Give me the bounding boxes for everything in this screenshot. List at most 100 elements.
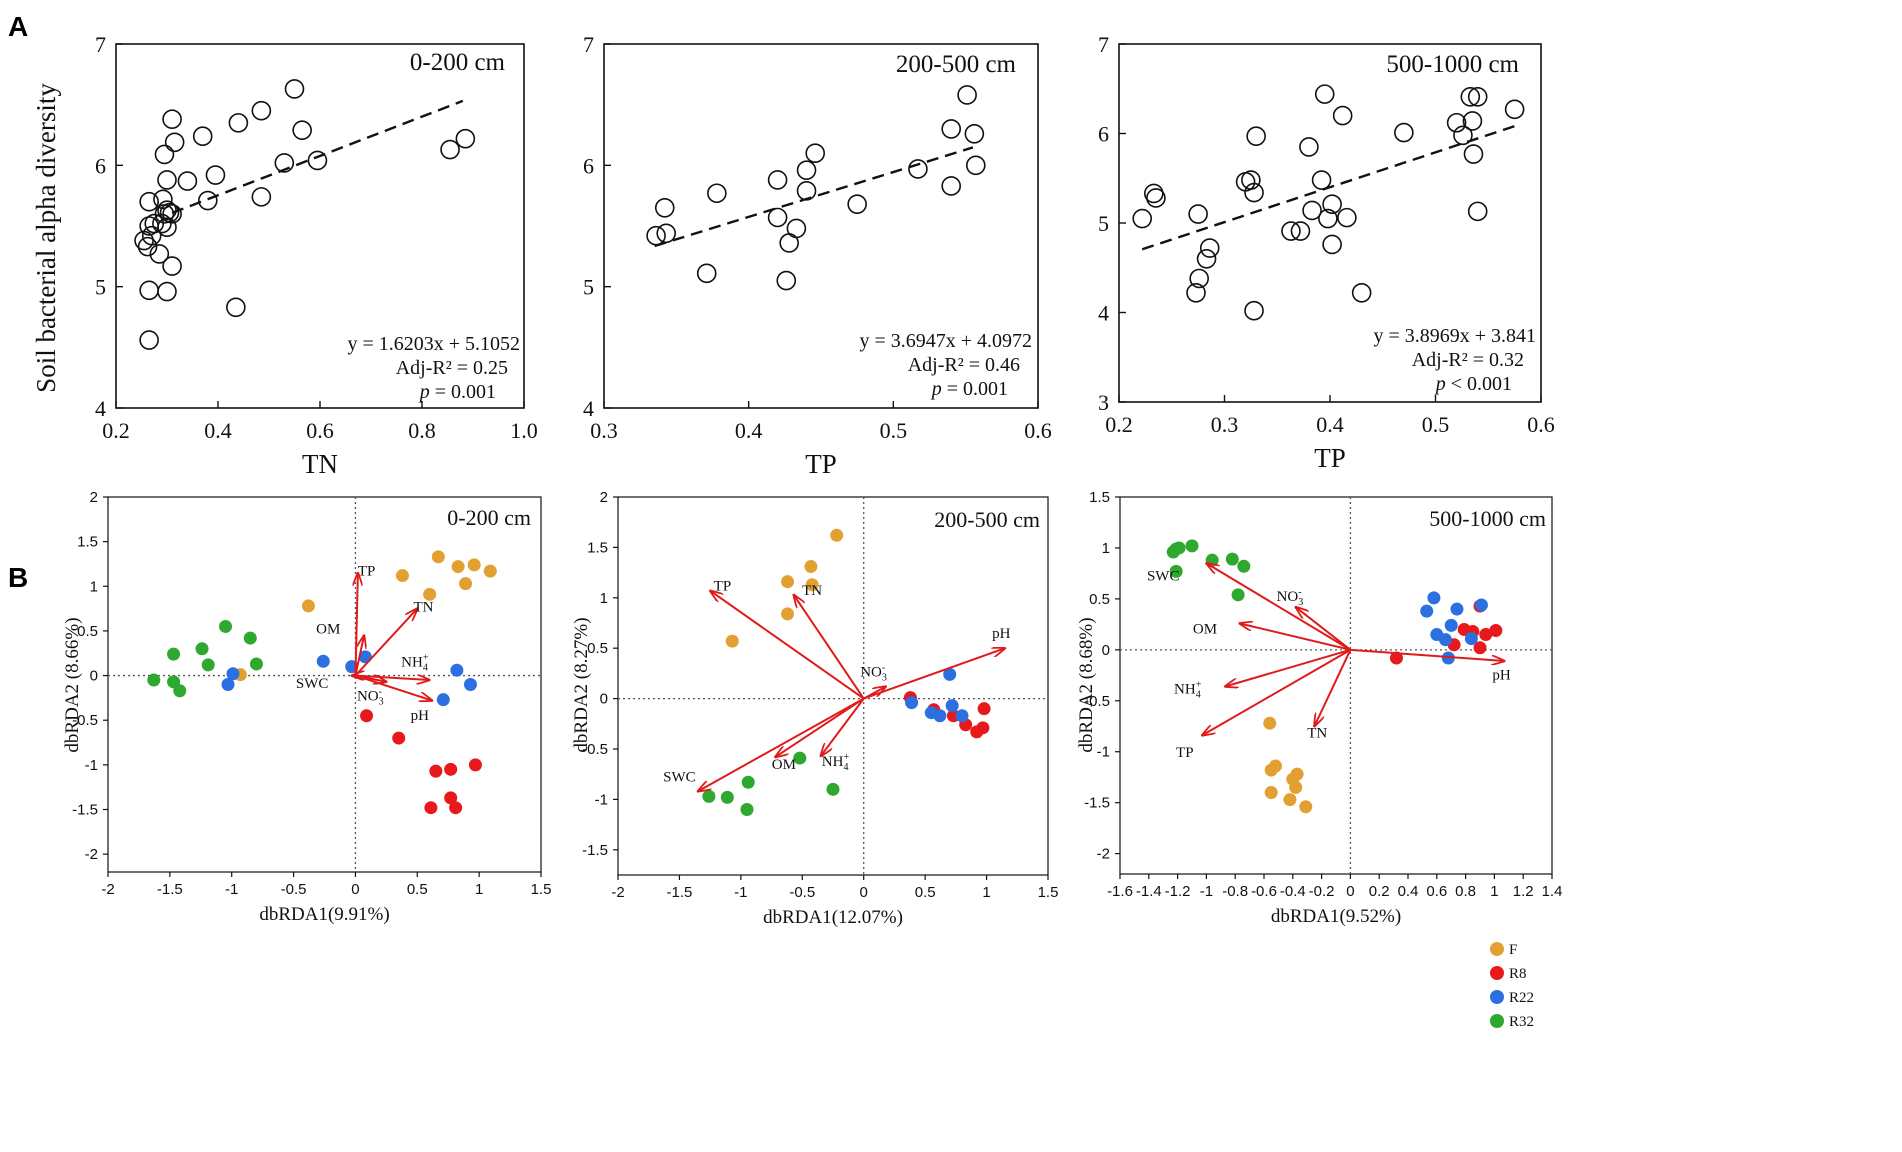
x-axis-label: TP (805, 449, 837, 479)
data-point (1463, 144, 1484, 164)
p-value-label: p < 0.001 (1434, 373, 1512, 395)
data-point (226, 297, 246, 318)
data-point-r32 (1169, 564, 1183, 578)
data-point-f (804, 560, 818, 574)
vector-arrow-swc (698, 697, 865, 792)
data-point-r32 (793, 751, 807, 765)
legend-label-r22: R22 (1509, 990, 1534, 1006)
plot-frame (107, 496, 542, 873)
data-point-r32 (1172, 541, 1186, 555)
data-point-f (1290, 767, 1304, 781)
x-tick-label: 0.8 (1455, 883, 1476, 900)
data-point-r22 (1420, 604, 1434, 618)
data-point-r8 (977, 702, 991, 716)
y-tick-label: 1 (1102, 540, 1110, 557)
data-point-r22 (1444, 618, 1458, 632)
data-point-r22 (463, 678, 477, 691)
data-point (1351, 283, 1372, 303)
data-point (1189, 268, 1209, 289)
x-tick-label: -0.2 (1309, 883, 1335, 900)
data-point (307, 150, 328, 171)
data-point (1196, 248, 1217, 269)
y-tick-label: 6 (1098, 122, 1109, 147)
y-axis-label: dbRDA2 (8.27%) (571, 617, 592, 752)
y-tick-label: 2 (600, 489, 608, 506)
data-point (796, 181, 817, 201)
data-point (162, 256, 182, 276)
y-tick-label: -0.5 (72, 712, 98, 729)
x-tick-label: -1 (225, 881, 238, 898)
x-tick-label: -1.5 (157, 881, 183, 898)
data-point (205, 165, 226, 185)
data-point-r32 (167, 647, 181, 661)
data-point (1460, 87, 1481, 107)
data-point (696, 263, 717, 284)
data-point-r32 (173, 684, 187, 698)
data-point-r8 (449, 801, 463, 815)
y-tick-label: 0.5 (1089, 591, 1110, 608)
data-point (149, 244, 170, 264)
y-tick-label: 1 (600, 590, 608, 607)
data-point-r22 (436, 693, 450, 707)
y-axis-label: dbRDA2 (8.66%) (62, 617, 83, 752)
data-point (154, 144, 175, 165)
vector-label-swc: SWC (663, 769, 696, 785)
data-point-f (725, 634, 739, 648)
x-tick-label: 0 (860, 884, 868, 901)
data-point-f (1264, 785, 1278, 799)
vector-label-no: NO3- (357, 687, 384, 708)
y-tick-label: 0.5 (587, 640, 608, 657)
x-axis-label: dbRDA1(12.07%) (763, 907, 903, 928)
data-point (805, 143, 826, 163)
data-point-r8 (976, 721, 990, 735)
y-tick-label: 0 (90, 668, 98, 685)
vector-label-swc: SWC (296, 676, 329, 692)
data-point-r8 (424, 801, 438, 815)
data-point (767, 207, 788, 228)
x-tick-label: 0.6 (306, 418, 334, 443)
x-tick-label: -1 (734, 884, 747, 901)
x-tick-label: 1 (475, 881, 483, 898)
y-tick-label: 5 (583, 275, 594, 300)
x-tick-label: -0.6 (1251, 883, 1277, 900)
data-point-r22 (1438, 633, 1452, 647)
data-point (1337, 207, 1357, 228)
data-point (157, 170, 177, 190)
data-point-f (301, 599, 315, 613)
panel-label-b: B (8, 562, 28, 593)
y-tick-label: 2 (90, 489, 98, 506)
data-point (177, 171, 198, 191)
data-point (139, 191, 159, 212)
data-point (1199, 238, 1220, 258)
x-tick-label: -0.4 (1280, 883, 1306, 900)
y-tick-label: 1.5 (1089, 489, 1110, 506)
legend: F R8 R22 R32 (1490, 942, 1534, 1030)
y-tick-label: 0 (1102, 642, 1110, 659)
vector-label-nh: NH4+ (1174, 680, 1202, 701)
data-point (440, 139, 460, 160)
fit-line (171, 99, 464, 215)
vector-arrow-tp (355, 573, 357, 676)
fit-line (1141, 125, 1516, 251)
x-tick-label: 0.8 (408, 418, 436, 443)
data-point (656, 223, 677, 244)
x-tick-label: 0.2 (102, 418, 130, 443)
data-point-r32 (1237, 559, 1251, 573)
data-point (455, 128, 476, 149)
y-tick-label: 0.5 (77, 623, 98, 640)
y-tick-label: 5 (95, 275, 106, 300)
plot-a2: 0.3 0.4 0.5 0.6 4 5 6 7 TP 200-500 cm y = 3.6947x … (583, 32, 1052, 479)
data-point (228, 113, 249, 133)
vector-label-ph: pH (411, 708, 430, 724)
x-tick-label: 0.3 (1211, 412, 1239, 437)
vector-arrow-tp (710, 591, 865, 700)
plot-a3: 0.2 0.3 0.4 0.5 0.6 3 4 5 6 7 TP 500-1000 cm y = 3.8… (1098, 32, 1555, 473)
data-point-r32 (741, 775, 755, 789)
y-tick-label: -2 (1097, 846, 1110, 863)
data-point-r22 (955, 709, 969, 723)
vector-label-tp: TP (1176, 745, 1194, 761)
vector-arrow-nh (821, 698, 865, 756)
data-point-r8 (1389, 651, 1403, 665)
vector-arrow-om (1240, 623, 1351, 651)
data-point-f (483, 564, 497, 578)
